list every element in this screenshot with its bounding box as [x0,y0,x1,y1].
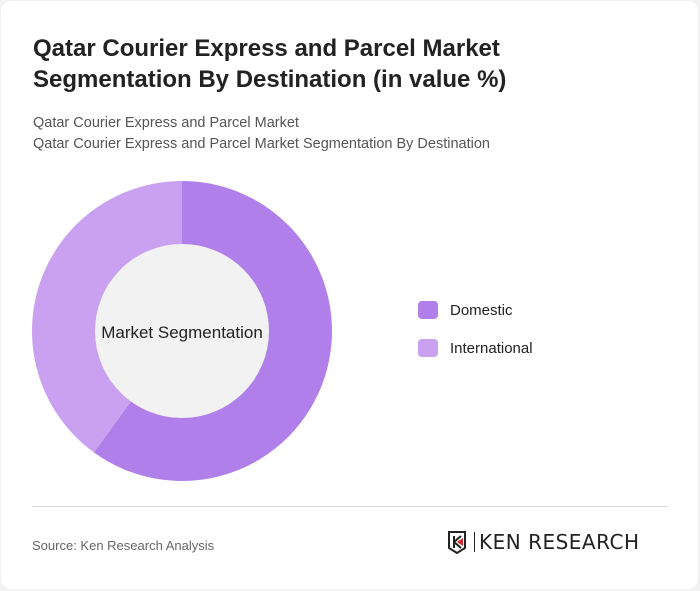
ken-logo-icon [448,531,466,554]
donut-hole [95,244,269,418]
legend-label: International [450,339,533,357]
ken-research-logo: KEN RESEARCH [447,530,640,554]
legend-swatch-international [418,339,438,357]
legend: Domestic International [418,300,533,376]
divider [32,506,668,507]
legend-item-international: International [418,338,533,358]
subtitle-market: Qatar Courier Express and Parcel Market [33,115,299,131]
chart-title: Qatar Courier Express and Parcel Market … [33,35,507,93]
center-label: Market Segmentation [101,323,263,342]
legend-item-domestic: Domestic [418,300,533,320]
source-note: Source: Ken Research Analysis [32,538,215,553]
logo-text: KEN RESEARCH [479,530,640,554]
legend-swatch-domestic [418,301,438,319]
subtitle-segmentation: Qatar Courier Express and Parcel Market … [33,136,490,152]
legend-label: Domestic [450,301,513,319]
